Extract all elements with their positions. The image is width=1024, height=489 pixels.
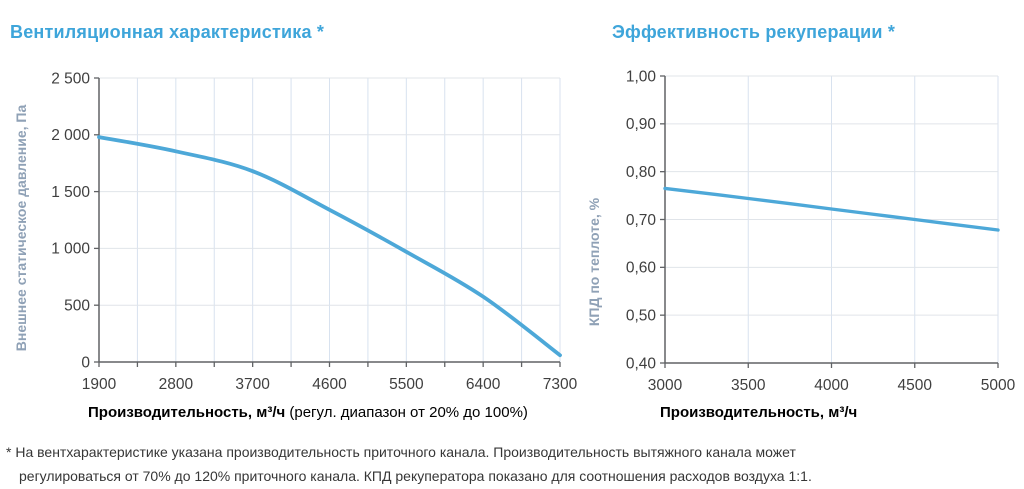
x-tick-label: 4500 xyxy=(898,377,933,394)
y-tick-label: 0,90 xyxy=(626,116,657,133)
y-tick-label: 0,40 xyxy=(626,355,657,372)
y-tick-label: 0 xyxy=(81,354,90,371)
x-tick-label: 7300 xyxy=(543,376,578,393)
footnote-line: регулироваться от 70% до 120% приточного… xyxy=(19,467,812,484)
curve-line xyxy=(97,135,562,358)
x-axis-title-main: Производительность, м³/ч xyxy=(88,404,286,421)
y-tick-label: 2 500 xyxy=(51,70,90,87)
y-tick-label: 1 500 xyxy=(51,184,90,201)
chart-title-ventilation: Вентиляционная характеристика * xyxy=(10,22,325,42)
ventilation-plot-svg: 0 500 1 000 1 500 2 000 2 500 1900 2800 3700 4600… xyxy=(51,70,578,393)
x-axis-title-ventilation: Производительность, м³/ч (регул. диапазо… xyxy=(88,404,528,421)
x-axis-title-main: Производительность, м³/ч xyxy=(660,404,858,421)
x-axis-title-note: (регул. диапазон от 20% до 100%) xyxy=(285,404,528,421)
x-tick-label: 5500 xyxy=(389,376,424,393)
y-tick-label: 2 000 xyxy=(51,127,90,144)
y-tick-label: 0,60 xyxy=(626,260,657,277)
y-tick-label: 1 000 xyxy=(51,241,90,258)
x-tick-label: 4600 xyxy=(312,376,347,393)
recuperation-plot-svg: 0,40 0,50 0,60 0,70 0,80 0,90 1,00 3000 3500 4000… xyxy=(626,68,1016,394)
x-tick-label: 6400 xyxy=(466,376,501,393)
x-tick-label: 3500 xyxy=(731,377,766,394)
x-tick-label: 5000 xyxy=(981,377,1016,394)
x-tick-label: 1900 xyxy=(82,376,117,393)
y-tick-label: 1,00 xyxy=(626,68,657,85)
footnote: * На вентхарактеристике указана производ… xyxy=(6,441,1018,488)
x-tick-label: 4000 xyxy=(814,377,849,394)
y-tick-label: 0,80 xyxy=(626,164,657,181)
y-tick-label: 0,50 xyxy=(626,307,657,324)
y-tick-label: 500 xyxy=(64,298,90,315)
footnote-line: * На вентхарактеристике указана производ… xyxy=(6,444,796,460)
x-tick-label: 3000 xyxy=(648,377,683,394)
chart-title-recuperation: Эффективность рекуперации * xyxy=(612,22,896,42)
x-tick-label: 2800 xyxy=(159,376,194,393)
x-tick-label: 3700 xyxy=(235,376,270,393)
curve-line xyxy=(663,186,1000,232)
y-tick-label: 0,70 xyxy=(626,212,657,229)
x-axis-title-recuperation: Производительность, м³/ч xyxy=(660,404,857,421)
